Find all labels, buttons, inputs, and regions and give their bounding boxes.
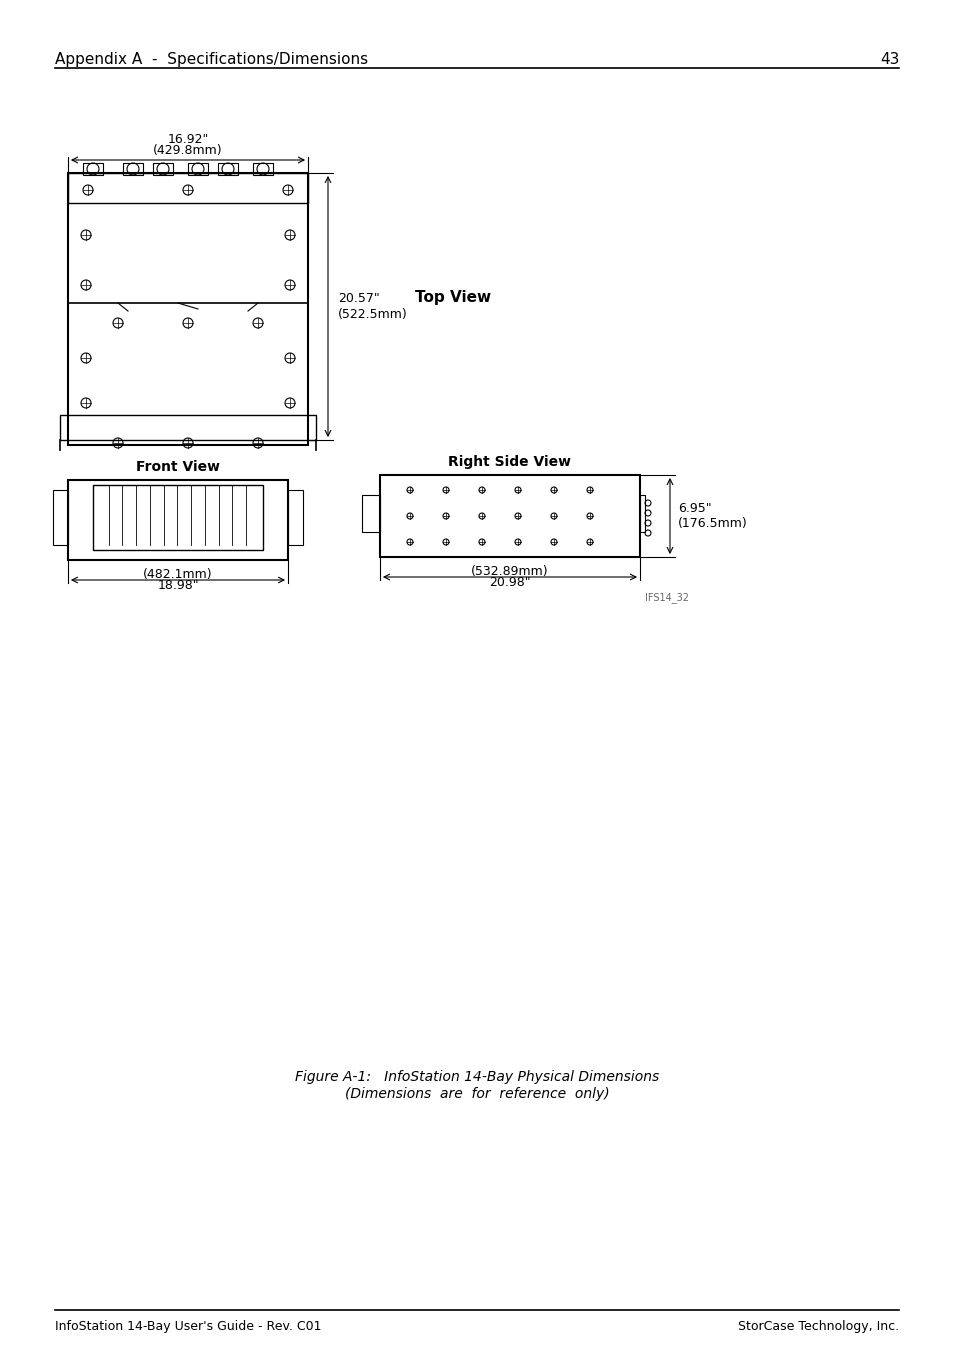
Text: (532.89mm): (532.89mm): [471, 565, 548, 578]
Text: Figure A-1:   InfoStation 14-Bay Physical Dimensions: Figure A-1: InfoStation 14-Bay Physical …: [294, 1071, 659, 1084]
Bar: [152, 163, 172, 175]
Bar: [379, 475, 639, 557]
Text: (522.5mm): (522.5mm): [337, 308, 407, 320]
Text: Right Side View: Right Side View: [448, 455, 571, 470]
Bar: [92, 485, 263, 550]
Bar: [639, 496, 644, 533]
Bar: [53, 490, 68, 545]
Text: (429.8mm): (429.8mm): [153, 144, 223, 157]
Text: (176.5mm): (176.5mm): [678, 516, 747, 530]
Bar: [68, 172, 308, 203]
Bar: [218, 163, 237, 175]
Bar: [83, 163, 103, 175]
Bar: [253, 163, 273, 175]
Text: Appendix A  -  Specifications/Dimensions: Appendix A - Specifications/Dimensions: [55, 52, 368, 67]
Text: Top View: Top View: [415, 290, 491, 305]
Text: 16.92": 16.92": [167, 133, 209, 146]
Bar: [123, 163, 143, 175]
Text: 6.95": 6.95": [678, 502, 711, 516]
Bar: [60, 415, 315, 439]
Text: 20.57": 20.57": [337, 292, 379, 305]
Text: 20.98": 20.98": [489, 576, 530, 589]
Text: InfoStation 14-Bay User's Guide - Rev. C01: InfoStation 14-Bay User's Guide - Rev. C…: [55, 1320, 321, 1333]
Text: Front View: Front View: [136, 460, 220, 474]
Text: 18.98": 18.98": [157, 579, 198, 591]
Bar: [188, 163, 208, 175]
Bar: [288, 490, 303, 545]
Bar: [361, 496, 379, 533]
Text: (482.1mm): (482.1mm): [143, 568, 213, 580]
Text: 43: 43: [880, 52, 899, 67]
Text: IFS14_32: IFS14_32: [644, 591, 688, 602]
Text: StorCase Technology, Inc.: StorCase Technology, Inc.: [737, 1320, 898, 1333]
Text: (Dimensions  are  for  reference  only): (Dimensions are for reference only): [344, 1087, 609, 1101]
Bar: [68, 172, 308, 445]
Bar: [68, 481, 288, 560]
